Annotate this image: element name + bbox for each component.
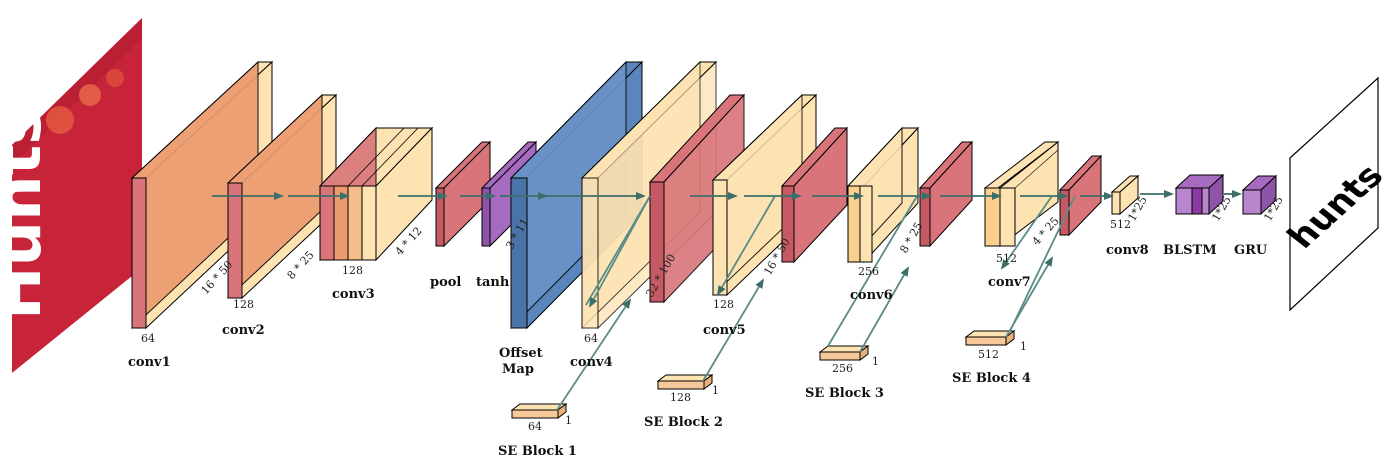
conv3-label: conv3 (332, 287, 375, 302)
conv7-label: conv7 (988, 275, 1031, 290)
blstm-block (1174, 173, 1225, 216)
conv3-channels: 128 (342, 264, 363, 277)
conv1-channels: 64 (141, 332, 155, 345)
conv6-block (846, 126, 920, 264)
pool-label: pool (430, 275, 461, 290)
se-block-3-label: SE Block 3 (805, 386, 884, 401)
se-block-2-label: SE Block 2 (644, 415, 723, 430)
pool-block (434, 140, 492, 248)
se-block-4 (964, 195, 1076, 346)
conv5-label: conv5 (703, 323, 746, 338)
gru-label: GRU (1234, 243, 1268, 258)
conv5-block (711, 93, 818, 297)
conv6-label: conv6 (850, 288, 893, 303)
offset-map-label-line2: Map (502, 362, 534, 377)
conv1-block (130, 60, 274, 330)
gru-block (1241, 174, 1278, 216)
se-block-1-label: SE Block 1 (498, 444, 577, 459)
conv6-attention-block (918, 140, 974, 248)
conv7-channels: 512 (996, 252, 1017, 265)
conv4-attention-block (648, 93, 746, 304)
se-block-4-label: SE Block 4 (952, 371, 1031, 386)
conv8-channels: 512 (1110, 218, 1131, 231)
conv4-label: conv4 (570, 355, 613, 370)
offset-map-label-line1: Offset (499, 346, 543, 361)
se-block-4-channels: 512 (978, 348, 999, 361)
se-block-3-size: 1 (872, 355, 879, 368)
output-card: hunts (1279, 76, 1388, 312)
conv8-label: conv8 (1106, 243, 1149, 258)
conv1-label: conv1 (128, 355, 171, 370)
se-block-1-size: 1 (565, 414, 572, 427)
input-image: Hunts (0, 18, 142, 373)
blstm-label: BLSTM (1163, 243, 1217, 258)
tanh-label: tanh (476, 275, 510, 290)
conv2-label: conv2 (222, 323, 265, 338)
conv8-block (1110, 174, 1140, 216)
conv6-channels: 256 (858, 265, 879, 278)
se-block-3-channels: 256 (832, 362, 853, 375)
se-block-1-channels: 64 (528, 420, 542, 433)
main-flow (212, 190, 1242, 200)
conv4-channels: 64 (584, 332, 598, 345)
se-block-2-size: 1 (712, 384, 719, 397)
se-block-4-size: 1 (1020, 340, 1027, 353)
se-block-2 (656, 195, 776, 390)
conv2-channels: 128 (233, 298, 254, 311)
conv5-channels: 128 (713, 298, 734, 311)
input-word: Hunts (0, 107, 56, 320)
conv7-block (983, 140, 1060, 248)
se-block-1 (510, 195, 651, 419)
conv5-attention-block (780, 126, 849, 264)
se-block-2-channels: 128 (670, 391, 691, 404)
se-block-3 (818, 195, 918, 361)
